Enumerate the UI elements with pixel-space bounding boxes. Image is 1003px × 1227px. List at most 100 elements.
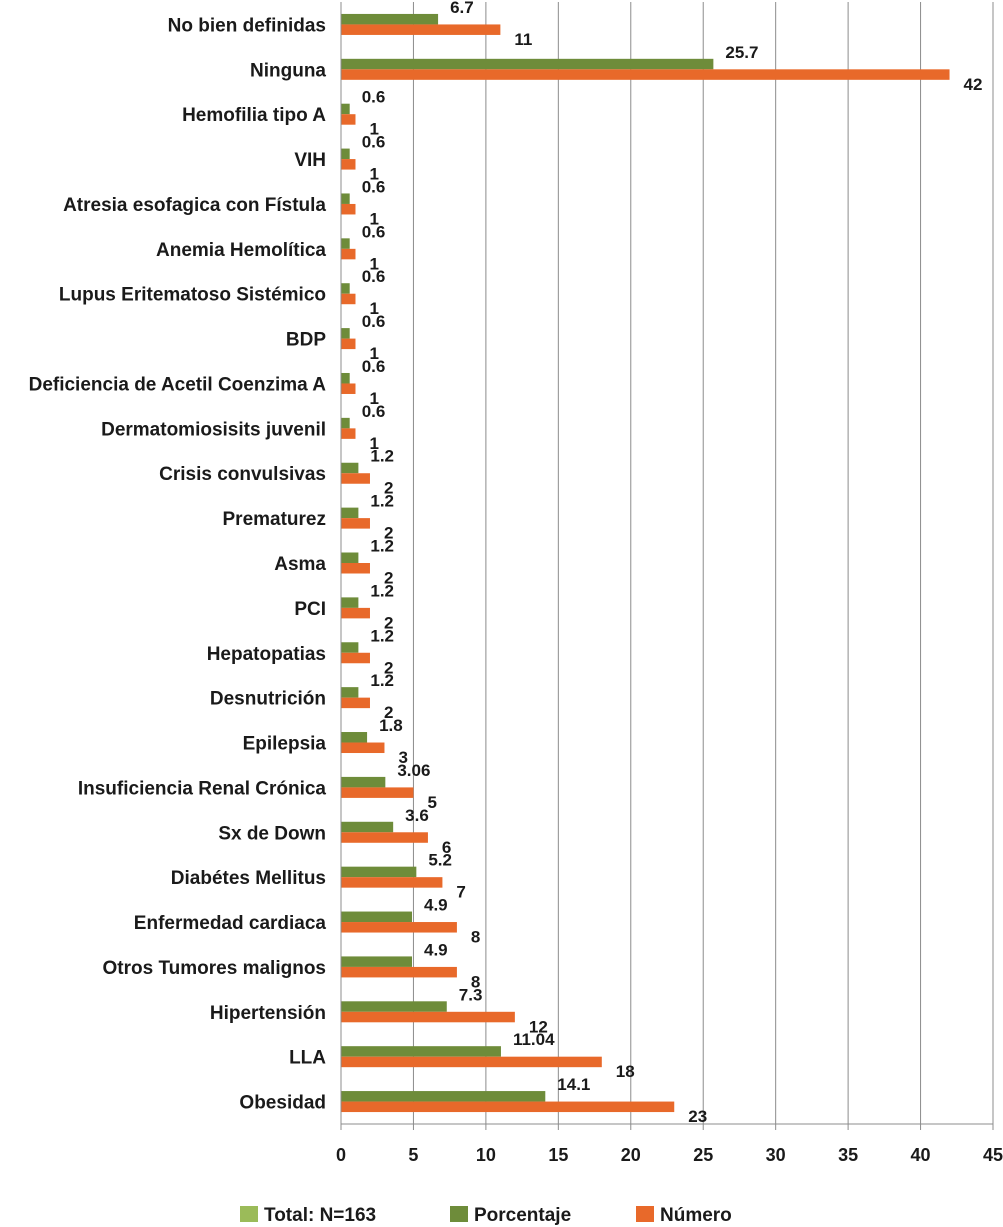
bar-porcentaje (341, 597, 359, 608)
bar-numero (341, 1011, 515, 1023)
x-tick-label: 30 (766, 1145, 786, 1165)
bar-numero (341, 473, 370, 484)
bar-porcentaje (341, 552, 359, 563)
data-label-numero: 1 (369, 120, 378, 139)
bar-porcentaje (341, 462, 359, 474)
data-label-numero: 1 (369, 299, 378, 318)
data-label-numero: 42 (964, 75, 983, 94)
category-label: Hemofilia tipo A (182, 105, 326, 126)
data-label-porcentaje: 0.6 (362, 177, 386, 196)
category-label: No bien definidas (168, 15, 326, 36)
category-label: Obesidad (239, 1093, 326, 1114)
bar-porcentaje (341, 642, 359, 653)
data-label-numero: 2 (384, 479, 393, 498)
data-label-porcentaje: 7.3 (459, 985, 483, 1004)
data-label-porcentaje: 0.6 (362, 133, 386, 152)
bar-porcentaje (341, 13, 439, 25)
data-label-numero: 11 (514, 30, 532, 49)
data-label-numero: 12 (529, 1017, 548, 1036)
data-label-numero: 2 (384, 524, 393, 543)
data-label-porcentaje: 1.2 (370, 447, 394, 466)
bar-numero (341, 563, 370, 574)
category-label: Prematurez (223, 509, 327, 530)
data-label-porcentaje: 25.7 (725, 43, 758, 62)
category-label: Otros Tumores malignos (103, 958, 326, 979)
bar-porcentaje (341, 417, 350, 429)
bar-porcentaje (341, 732, 368, 743)
x-tick-label: 0 (336, 1145, 346, 1165)
data-label-numero: 1 (369, 165, 378, 184)
bar-numero (341, 742, 385, 754)
category-labels: No bien definidas Ninguna Hemofilia tipo A… (29, 15, 327, 1113)
data-label-numero: 7 (456, 883, 465, 902)
data-label-porcentaje: 0.6 (362, 88, 386, 107)
data-label-porcentaje: 3.6 (405, 806, 429, 825)
x-axis: 0 5 10 15 20 25 30 35 40 45 (336, 2, 1003, 1165)
data-label-numero: 3 (398, 748, 407, 767)
bar-numero (341, 338, 356, 350)
data-label-numero: 1 (369, 254, 378, 273)
legend-swatch (240, 1206, 258, 1222)
data-label-numero: 2 (384, 613, 393, 632)
legend-label: Total: N=163 (264, 1205, 376, 1226)
data-label-porcentaje: 3.06 (397, 761, 430, 780)
legend: Total: N=163 Porcentaje Número (240, 1205, 732, 1226)
x-tick-label: 10 (476, 1145, 496, 1165)
data-label-porcentaje: 5.2 (428, 851, 452, 870)
data-label-porcentaje: 4.9 (424, 896, 448, 915)
bar-numero (341, 1101, 675, 1113)
category-label: Hipertensión (210, 1003, 326, 1024)
data-label-numero: 1 (369, 344, 378, 363)
category-label: Anemia Hemolítica (156, 240, 326, 261)
category-label: Sx de Down (218, 823, 326, 844)
x-tick-label: 45 (983, 1145, 1003, 1165)
bar-porcentaje (341, 193, 350, 204)
bar-porcentaje (341, 372, 350, 384)
category-label: LLA (289, 1048, 326, 1069)
bar-porcentaje (341, 238, 350, 249)
bar-porcentaje (341, 821, 394, 833)
data-label-numero: 8 (471, 928, 480, 947)
category-label: Crisis convulsivas (159, 464, 326, 485)
bar-porcentaje (341, 956, 412, 967)
data-label-porcentaje: 6.7 (450, 0, 474, 17)
category-label: Ninguna (250, 60, 326, 81)
bar-numero (341, 203, 356, 215)
bar-numero (341, 114, 356, 125)
category-label: Lupus Eritematoso Sistémico (59, 285, 326, 306)
data-label-porcentaje: 0.6 (362, 357, 386, 376)
category-label: Atresia esofagica con Fístula (63, 195, 326, 216)
x-tick-label: 35 (838, 1145, 858, 1165)
category-label: Deficiencia de Acetil Coenzima A (29, 374, 327, 395)
data-label-porcentaje: 14.1 (557, 1075, 590, 1094)
category-label: Desnutrición (210, 689, 326, 710)
category-label: Insuficiencia Renal Crónica (78, 778, 327, 799)
data-label-porcentaje: 1.8 (379, 716, 403, 735)
data-label-porcentaje: 0.6 (362, 222, 386, 241)
data-label-numero: 5 (427, 793, 436, 812)
data-label-numero: 2 (384, 569, 393, 588)
bar-porcentaje (341, 776, 386, 788)
bar-numero (341, 518, 370, 529)
data-label-porcentaje: 1.2 (370, 671, 394, 690)
x-tick-label: 15 (548, 1145, 568, 1165)
x-tick-label: 20 (621, 1145, 641, 1165)
bar-numero (341, 787, 414, 798)
data-label-porcentaje: 1.2 (370, 492, 394, 511)
bar-numero (341, 922, 457, 933)
legend-label: Porcentaje (474, 1205, 571, 1226)
bar-porcentaje (341, 148, 350, 160)
category-label: Hepatopatias (207, 644, 326, 665)
bar-porcentaje (341, 1046, 501, 1057)
data-label-numero: 8 (471, 972, 480, 991)
bar-porcentaje (341, 1091, 546, 1102)
data-label-porcentaje: 1.2 (370, 626, 394, 645)
category-label: Diabétes Mellitus (171, 868, 326, 889)
legend-label: Número (660, 1205, 732, 1226)
data-label-numero: 6 (442, 838, 451, 857)
bar-porcentaje (341, 103, 350, 115)
data-label-numero: 2 (384, 658, 393, 677)
category-label: VIH (294, 150, 326, 171)
category-label: Enfermedad cardiaca (134, 913, 327, 934)
